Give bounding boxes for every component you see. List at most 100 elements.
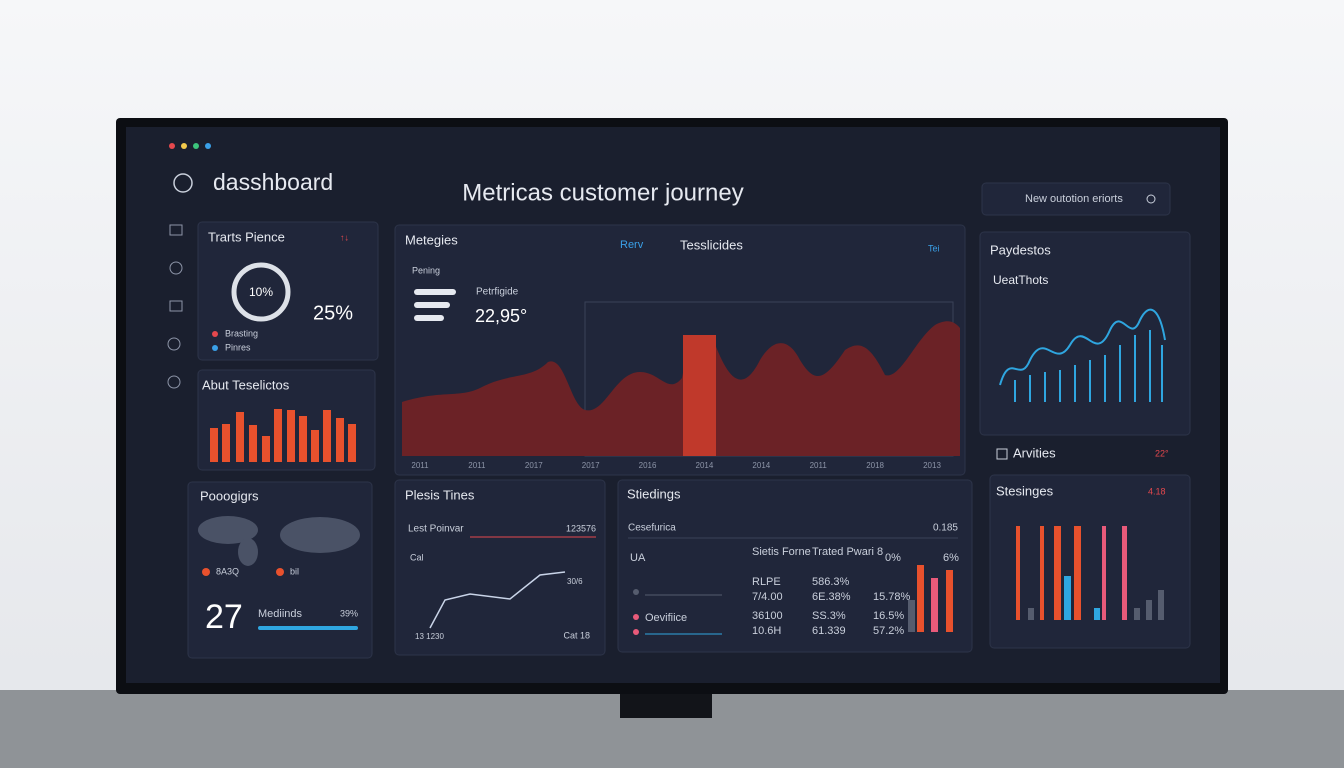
bar — [1158, 590, 1164, 620]
line-chart — [429, 571, 566, 629]
legend: bil — [290, 566, 299, 576]
x-label: 2018 — [866, 461, 884, 470]
bar — [299, 416, 307, 462]
nav-icon[interactable] — [167, 337, 181, 351]
nav-icon[interactable] — [169, 261, 183, 275]
caption: Pening — [412, 265, 440, 275]
nav-icon[interactable] — [169, 300, 183, 312]
highlight — [683, 335, 716, 456]
bars — [908, 565, 953, 632]
bar — [908, 600, 915, 632]
stroke — [414, 289, 456, 295]
panel-title: Stesinges — [996, 483, 1054, 498]
tab[interactable]: Rerv — [620, 239, 644, 251]
panel-title: Plesis Tines — [405, 487, 475, 502]
cell: 15.78% — [873, 591, 911, 603]
world-map — [198, 516, 360, 566]
cell: 36100 — [752, 610, 783, 622]
cell: 6E.38% — [812, 591, 851, 603]
bars — [1016, 526, 1164, 620]
x-label: 2014 — [696, 461, 714, 470]
dot — [169, 143, 175, 149]
bar — [336, 418, 344, 462]
legend: 8A3Q — [216, 566, 239, 576]
legend-dot — [212, 345, 218, 351]
stat-label: Petrfigide — [476, 287, 519, 298]
bar — [1102, 526, 1106, 620]
page-title: Metricas customer journey — [462, 179, 743, 206]
row-dot — [633, 614, 639, 620]
search-icon[interactable] — [1146, 194, 1156, 204]
cell: SS.3% — [812, 610, 846, 622]
table: UA Sietis Forne Trated Pwari 8 0% 6% RLP… — [630, 546, 959, 637]
row-dot — [633, 589, 639, 595]
header-cell: 6% — [943, 552, 959, 564]
tab[interactable]: Tesslicides — [680, 237, 743, 252]
section-title: Arvities — [1013, 445, 1056, 460]
panel-title: Metegies — [405, 232, 458, 247]
count: 27 — [205, 598, 243, 636]
badge: ↑↓ — [340, 232, 349, 242]
stat-icon — [414, 289, 456, 321]
bar — [931, 578, 938, 632]
subtitle: UeatThots — [993, 273, 1048, 287]
continent — [280, 517, 360, 553]
cell: 7/4.00 — [752, 591, 783, 603]
cell: Oevifiice — [645, 612, 687, 624]
cell: RLPE — [752, 576, 781, 588]
header-cell: 0% — [885, 552, 901, 564]
bar — [917, 565, 924, 632]
spikes — [1014, 330, 1163, 402]
bar — [287, 410, 295, 462]
panel — [394, 479, 606, 656]
nav-icon[interactable] — [169, 224, 183, 236]
x-label: 2011 — [810, 461, 828, 470]
stroke — [414, 315, 444, 321]
header-cell: Sietis Forne — [752, 546, 811, 558]
legend-dot — [202, 568, 210, 576]
bar — [1016, 526, 1020, 620]
legend: Pinres — [225, 342, 251, 352]
panel-title: Stiedings — [627, 486, 681, 501]
panel-title: Paydestos — [990, 242, 1051, 257]
start-label: 13 1230 — [415, 632, 444, 641]
panel-title: Trarts Pience — [208, 229, 285, 244]
header-cell: Trated Pwari 8 — [812, 546, 883, 558]
bars — [210, 409, 356, 462]
nav-icon[interactable] — [167, 375, 181, 389]
sidebar — [167, 224, 183, 389]
search-box[interactable] — [981, 182, 1171, 216]
header-cell: UA — [630, 552, 646, 564]
bar — [1122, 526, 1127, 620]
end-axis: Cat 18 — [563, 630, 590, 640]
line-chart — [999, 308, 1166, 386]
filter[interactable]: Tei — [928, 243, 940, 253]
caption-value: 0.185 — [933, 523, 958, 534]
dot — [181, 143, 187, 149]
bar — [274, 409, 282, 462]
legend-dot — [212, 331, 218, 337]
continent — [238, 538, 258, 566]
x-axis: 2011 2011 2017 2017 2016 2014 2014 2011 2018 2013 — [411, 461, 941, 470]
window-dots — [169, 143, 211, 149]
brand: dasshboard — [213, 169, 333, 195]
legend: Brasting — [225, 328, 258, 338]
badge: 4.18 — [1148, 486, 1166, 496]
badge: 22° — [1155, 448, 1169, 458]
search-text: New outotion eriorts — [1025, 193, 1123, 205]
bar — [946, 570, 953, 632]
caption: Cesefurica — [628, 523, 676, 534]
cell: 586.3% — [812, 576, 850, 588]
bar — [1054, 526, 1061, 620]
bar — [249, 425, 257, 462]
panel-title: Pooogigrs — [200, 488, 259, 503]
bar — [311, 430, 319, 462]
panel — [979, 231, 1191, 436]
x-label: 2016 — [639, 461, 657, 470]
value: 25% — [313, 302, 353, 324]
bar — [1028, 608, 1034, 620]
bar — [348, 424, 356, 462]
x-label: 2017 — [525, 461, 543, 470]
